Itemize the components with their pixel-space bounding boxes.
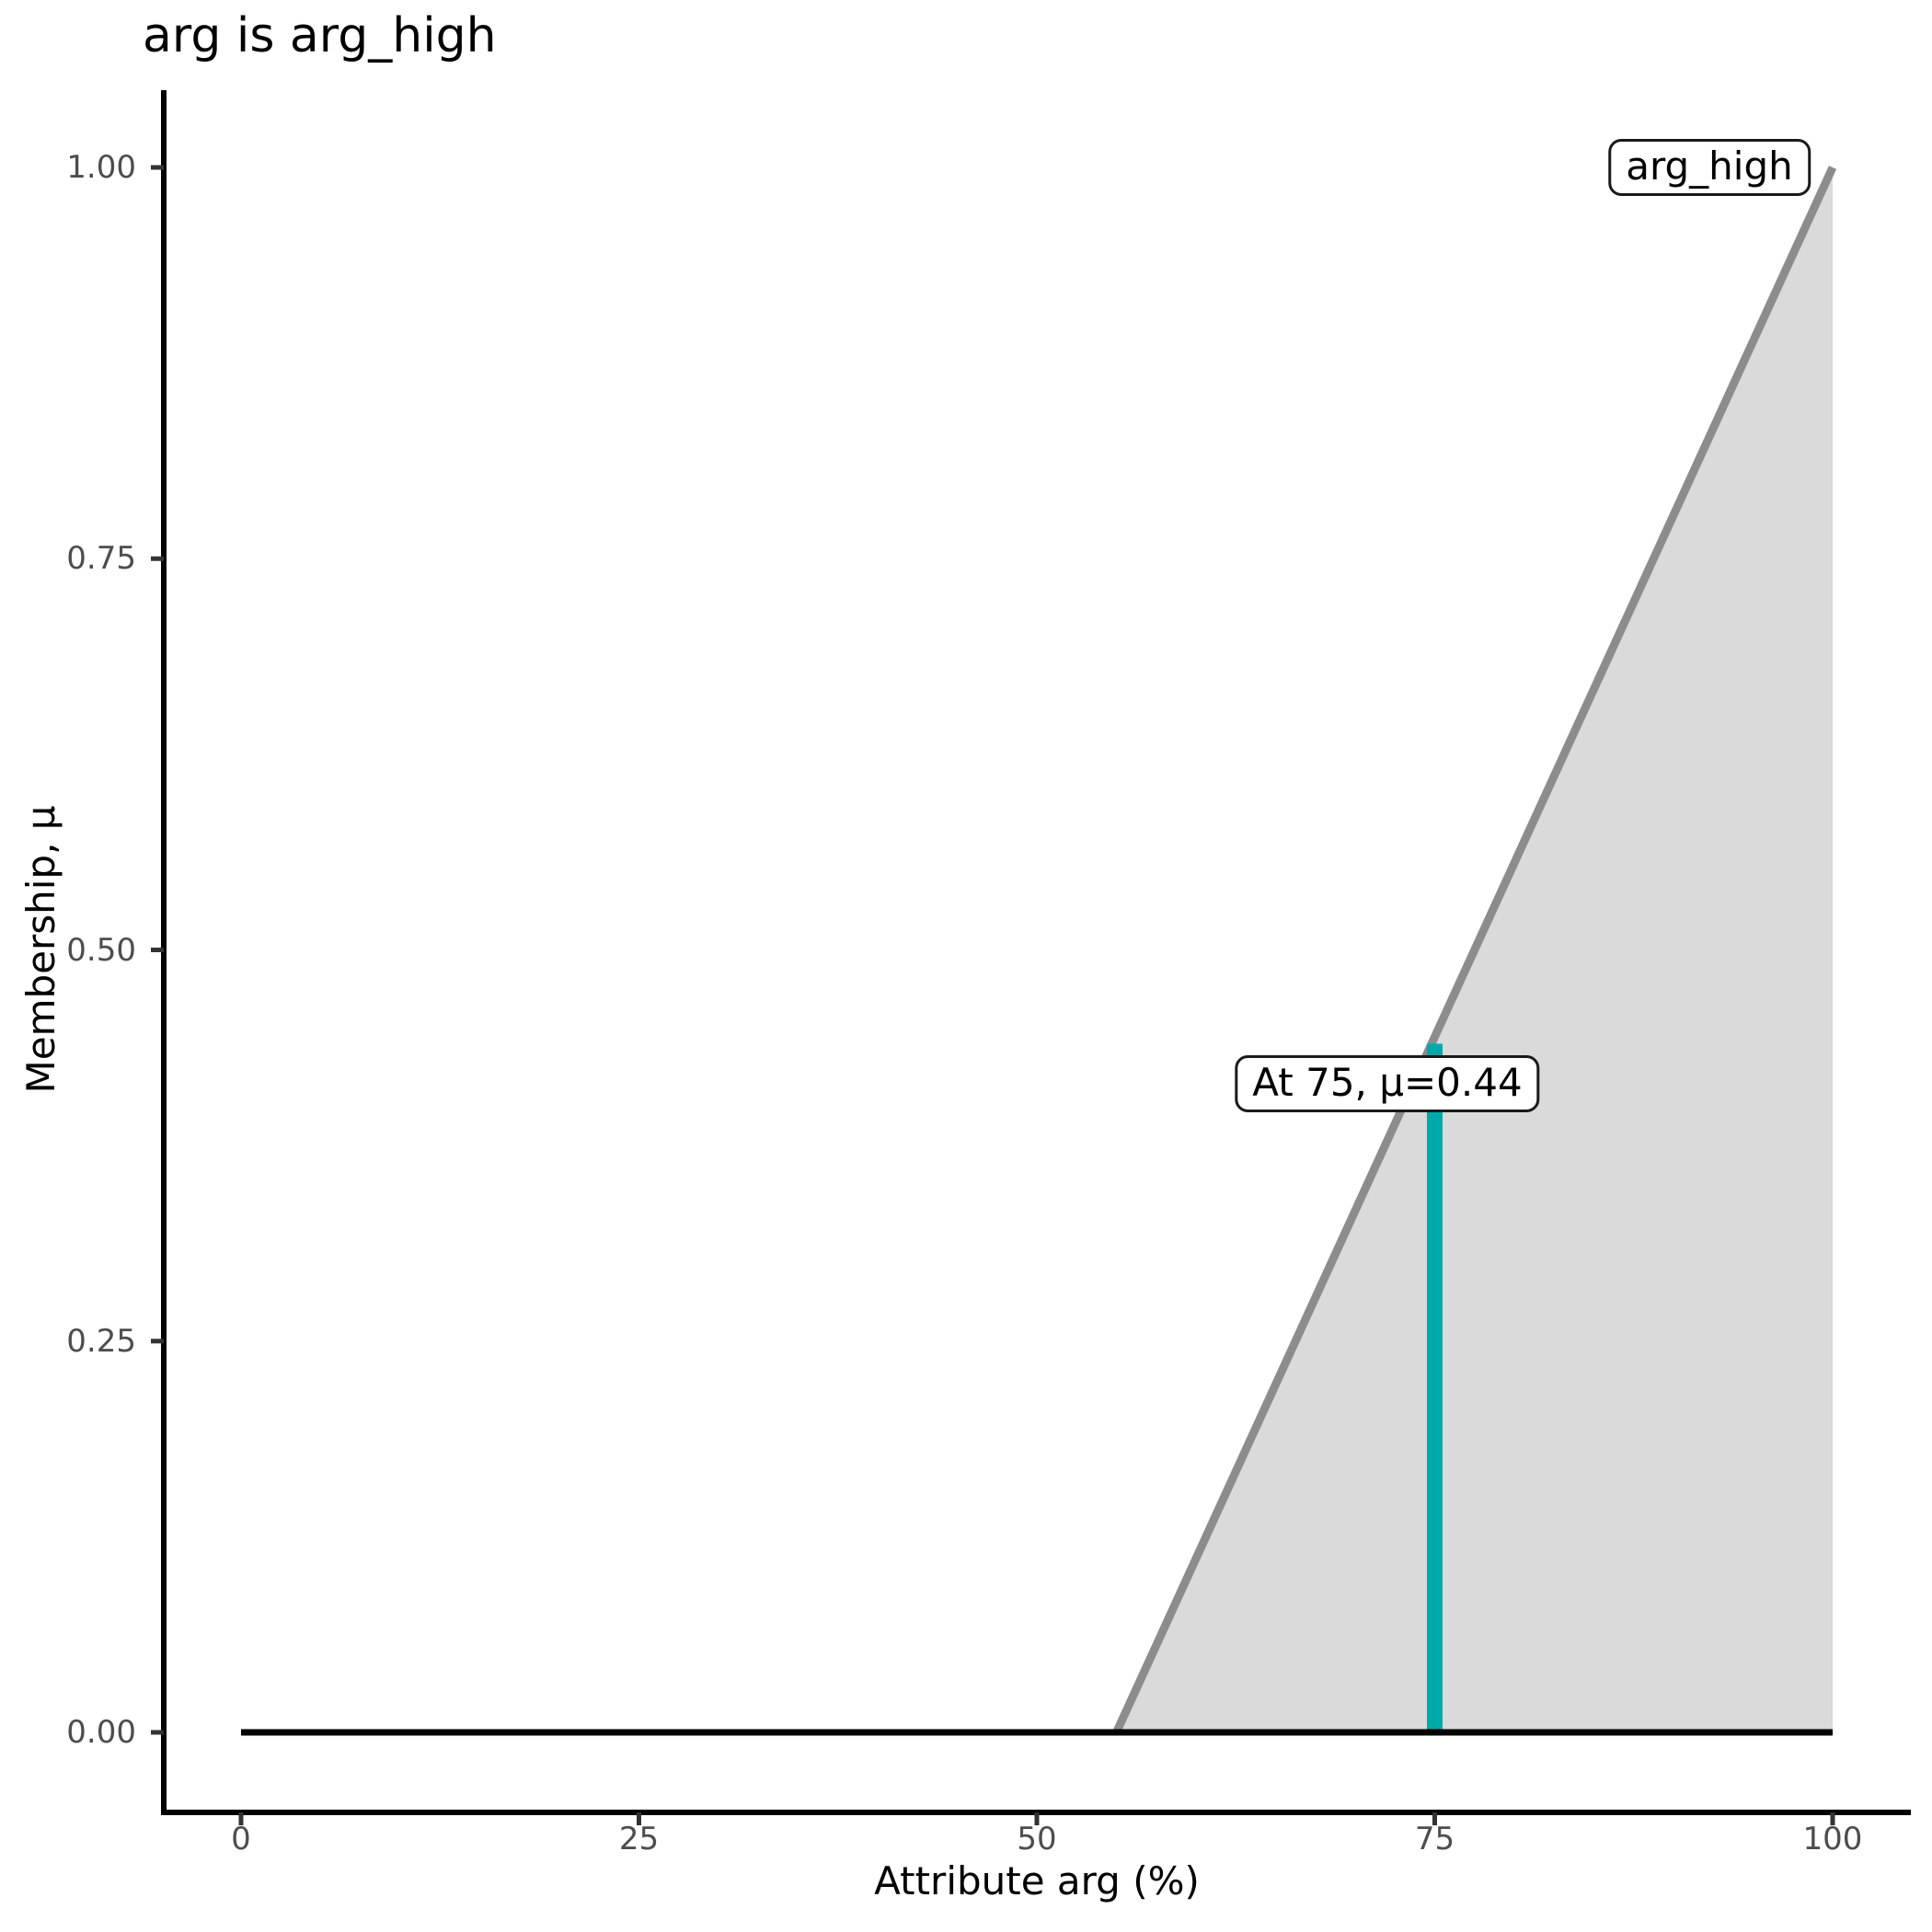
x-tick-label: 0: [231, 1821, 251, 1857]
x-tick-label: 100: [1802, 1821, 1863, 1857]
set-name-annotation: arg_high: [1608, 139, 1811, 196]
y-tick-label: 1.00: [66, 149, 136, 186]
point-value-annotation: At 75, μ=0.44: [1235, 1055, 1540, 1112]
y-tick-label: 0.25: [66, 1322, 136, 1360]
x-tick-label: 75: [1414, 1821, 1455, 1857]
membership-ramp-line: [1112, 166, 1837, 1734]
y-tick-label: 0.50: [66, 931, 136, 969]
chart-title: arg is arg_high: [143, 8, 497, 63]
y-tick-label: 0.00: [66, 1714, 136, 1751]
x-tick-label: 25: [618, 1821, 660, 1857]
x-axis-title: Attribute arg (%): [874, 1858, 1200, 1903]
x-tick-label: 50: [1017, 1821, 1057, 1857]
y-tick-label: 0.75: [66, 540, 136, 578]
